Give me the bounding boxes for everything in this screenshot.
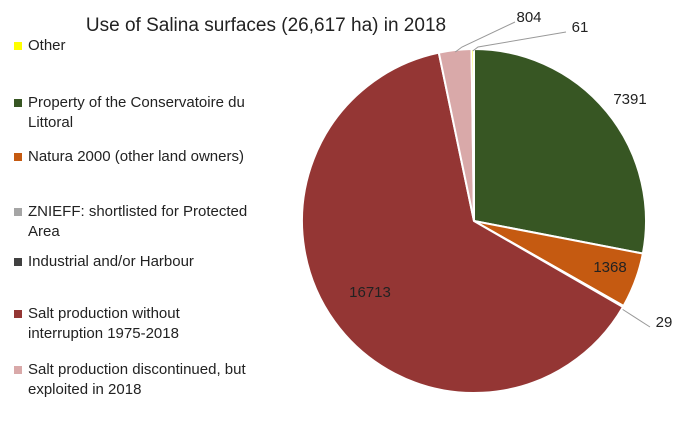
legend-label: Industrial and/or Harbour <box>28 253 194 270</box>
legend-label: Property of the Conservatoire du Littoral <box>28 94 245 131</box>
data-label: 1368 <box>593 259 626 276</box>
data-label: 16713 <box>349 284 391 301</box>
leader-line <box>621 305 651 328</box>
legend-swatch <box>14 153 22 161</box>
legend-swatch <box>14 366 22 374</box>
chart-title: Use of Salina surfaces (26,617 ha) in 20… <box>86 15 446 36</box>
pie-slice <box>470 47 475 222</box>
legend-label: ZNIEFF: shortlisted for Protected Area <box>28 203 247 240</box>
pie-slice <box>473 47 647 255</box>
pie-slice <box>301 51 625 394</box>
data-label: 29 <box>656 314 673 331</box>
data-label: 7391 <box>613 91 646 108</box>
legend-swatch <box>14 258 22 266</box>
legend-swatch <box>14 208 22 216</box>
legend-label: Salt production without interruption 1975… <box>28 305 181 342</box>
legend-label: Natura 2000 (other land owners) <box>28 148 244 165</box>
legend-label: Salt production discontinued, but exploit… <box>28 361 246 398</box>
legend-label: Other <box>28 37 66 54</box>
legend-swatch <box>14 42 22 50</box>
leader-line <box>472 31 567 52</box>
leader-line <box>454 21 516 53</box>
data-label: 804 <box>516 9 541 26</box>
data-label: 61 <box>572 19 589 36</box>
legend-swatch <box>14 310 22 318</box>
legend-swatch <box>14 99 22 107</box>
